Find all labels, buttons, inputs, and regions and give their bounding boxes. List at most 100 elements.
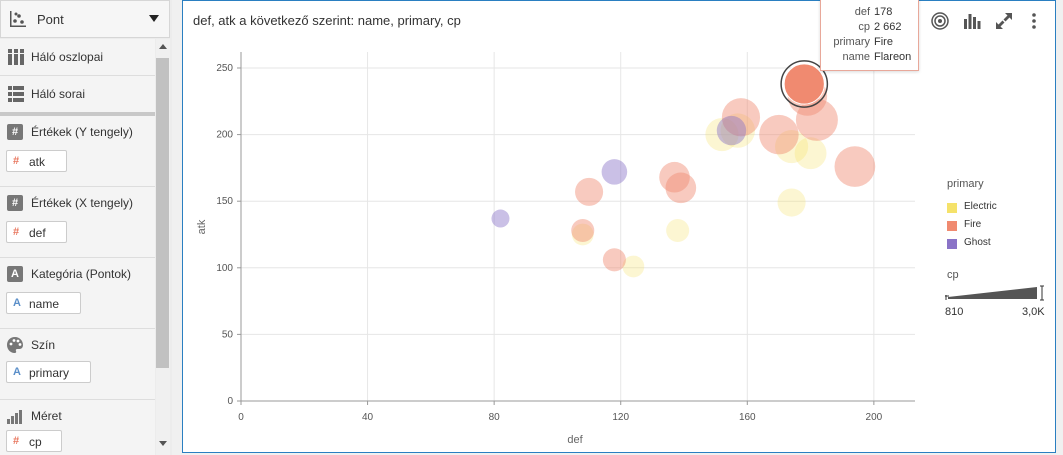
grid-columns-label: Háló oszlopai: [31, 50, 104, 64]
x-tick-label: 80: [489, 412, 501, 423]
field-chip-def[interactable]: # def: [6, 221, 67, 243]
scatter-point-electric: [571, 223, 594, 246]
field-chip-atk[interactable]: # atk: [6, 150, 67, 172]
scrollbar-thumb[interactable]: [156, 58, 169, 368]
field-chip-label: cp: [29, 435, 42, 449]
scatter-point-ghost: [601, 159, 628, 185]
expand-icon[interactable]: [994, 11, 1014, 31]
scatter-plot: 0 40 80 120 160 200 0 50 100 150 200 250 def atk: [196, 52, 915, 446]
size-bars-icon: [7, 410, 22, 424]
tooltip-key: name: [842, 51, 870, 63]
legend-swatch: [947, 203, 957, 213]
text-type-icon: A: [7, 266, 23, 282]
size-section: Méret # cp: [0, 400, 155, 455]
x-axis-label: def: [567, 434, 583, 446]
more-menu-icon[interactable]: [1028, 11, 1040, 31]
y-tick-label: 100: [216, 263, 233, 274]
number-type-icon: #: [13, 155, 20, 167]
legend-swatch: [947, 239, 957, 249]
scatter-point-electric: [775, 129, 809, 164]
highlighted-point: [783, 63, 825, 105]
legend-size-title: cp: [947, 269, 959, 281]
scatter-point-fire: [721, 98, 761, 137]
tooltip-row: name Flareon: [821, 51, 920, 66]
tooltip-value: Flareon: [874, 51, 912, 63]
rows-icon: [8, 86, 24, 102]
scatter-point-electric: [794, 137, 827, 170]
legend-swatch: [947, 221, 957, 231]
target-icon[interactable]: [930, 11, 950, 31]
field-chip-cp[interactable]: # cp: [6, 430, 62, 452]
scatter-icon: [10, 11, 26, 27]
category-section: A Kategória (Pontok) A name: [0, 258, 155, 329]
number-type-icon: #: [13, 226, 20, 238]
scatter-point-fire: [834, 146, 876, 187]
y-axis-label: atk: [196, 219, 208, 234]
x-tick-label: 160: [739, 412, 756, 423]
scroll-up-arrow-icon[interactable]: [159, 44, 167, 49]
field-chip-label: def: [29, 226, 46, 240]
y-tick-label: 150: [216, 196, 233, 207]
grid-columns-well[interactable]: Háló oszlopai: [0, 39, 155, 76]
section-label: Kategória (Pontok): [31, 267, 132, 281]
scatter-point-electric: [720, 113, 756, 148]
highlight-ring: [780, 60, 829, 108]
section-label: Szín: [31, 338, 56, 352]
field-chip-label: primary: [29, 366, 70, 380]
scatter-point-electric: [777, 188, 806, 217]
scatter-point-ghost: [716, 115, 747, 146]
palette-icon: [7, 337, 23, 353]
legend-color-title: primary: [947, 178, 984, 190]
tooltip-key: def: [854, 6, 870, 18]
point-tooltip: def 178 cp 2 662 primary Fire name Flareon: [820, 0, 919, 71]
bar-chart-icon[interactable]: [962, 11, 982, 31]
section-label: Értékek (Y tengely): [31, 125, 133, 139]
chart-title: def, atk a következő szerint: name, prim…: [193, 13, 461, 28]
field-chip-label: name: [29, 297, 60, 311]
scatter-point-electric: [666, 218, 690, 243]
scatter-point-fire: [575, 177, 604, 206]
tooltip-row: def 178: [821, 6, 920, 21]
scatter-point-fire: [759, 114, 799, 155]
text-type-icon: A: [13, 297, 21, 309]
y-tick-label: 0: [227, 396, 233, 407]
number-type-icon: #: [7, 124, 23, 140]
scatter-point-electric: [705, 118, 739, 152]
visualization-type-select[interactable]: Pont: [0, 0, 170, 38]
field-chip-primary[interactable]: A primary: [6, 361, 91, 383]
tooltip-row: primary Fire: [821, 36, 920, 51]
section-label: Értékek (X tengely): [31, 196, 134, 210]
field-panel: Pont Háló oszlopai Háló sorai # Értékek …: [0, 0, 172, 455]
y-tick-label: 250: [216, 63, 233, 74]
tooltip-value: 178: [874, 6, 893, 18]
chevron-down-icon: [149, 15, 159, 22]
grid-rows-well[interactable]: Háló sorai: [0, 76, 155, 113]
legend-label: Fire: [964, 219, 982, 230]
color-section: Szín A primary: [0, 329, 155, 400]
scroll-down-arrow-icon[interactable]: [159, 441, 167, 446]
size-legend-max: 3,0K: [1022, 306, 1045, 318]
divider: [0, 112, 155, 116]
field-chip-name[interactable]: A name: [6, 292, 81, 314]
x-values-section: # Értékek (X tengely) # def: [0, 187, 155, 258]
scatter-point-fire: [795, 98, 838, 141]
x-tick-label: 0: [238, 412, 244, 423]
y-values-section: # Értékek (Y tengely) # atk: [0, 116, 155, 187]
size-legend-min: 810: [945, 306, 964, 318]
scatter-point-ghost: [491, 209, 510, 228]
field-chip-label: atk: [29, 155, 46, 169]
y-tick-label: 50: [222, 329, 234, 340]
scatter-point-electric: [622, 255, 645, 278]
tooltip-key: cp: [858, 21, 870, 33]
visualization-type-label: Pont: [37, 12, 64, 27]
section-label: Méret: [31, 409, 62, 423]
grid-rows-label: Háló sorai: [31, 87, 86, 101]
number-type-icon: #: [7, 195, 23, 211]
tooltip-row: cp 2 662: [821, 21, 920, 36]
x-tick-label: 200: [866, 412, 883, 423]
scatter-point-fire: [571, 218, 595, 243]
columns-icon: [8, 49, 24, 65]
tooltip-value: 2 662: [874, 21, 902, 33]
y-tick-label: 200: [216, 130, 233, 141]
scatter-point-fire: [602, 248, 626, 272]
